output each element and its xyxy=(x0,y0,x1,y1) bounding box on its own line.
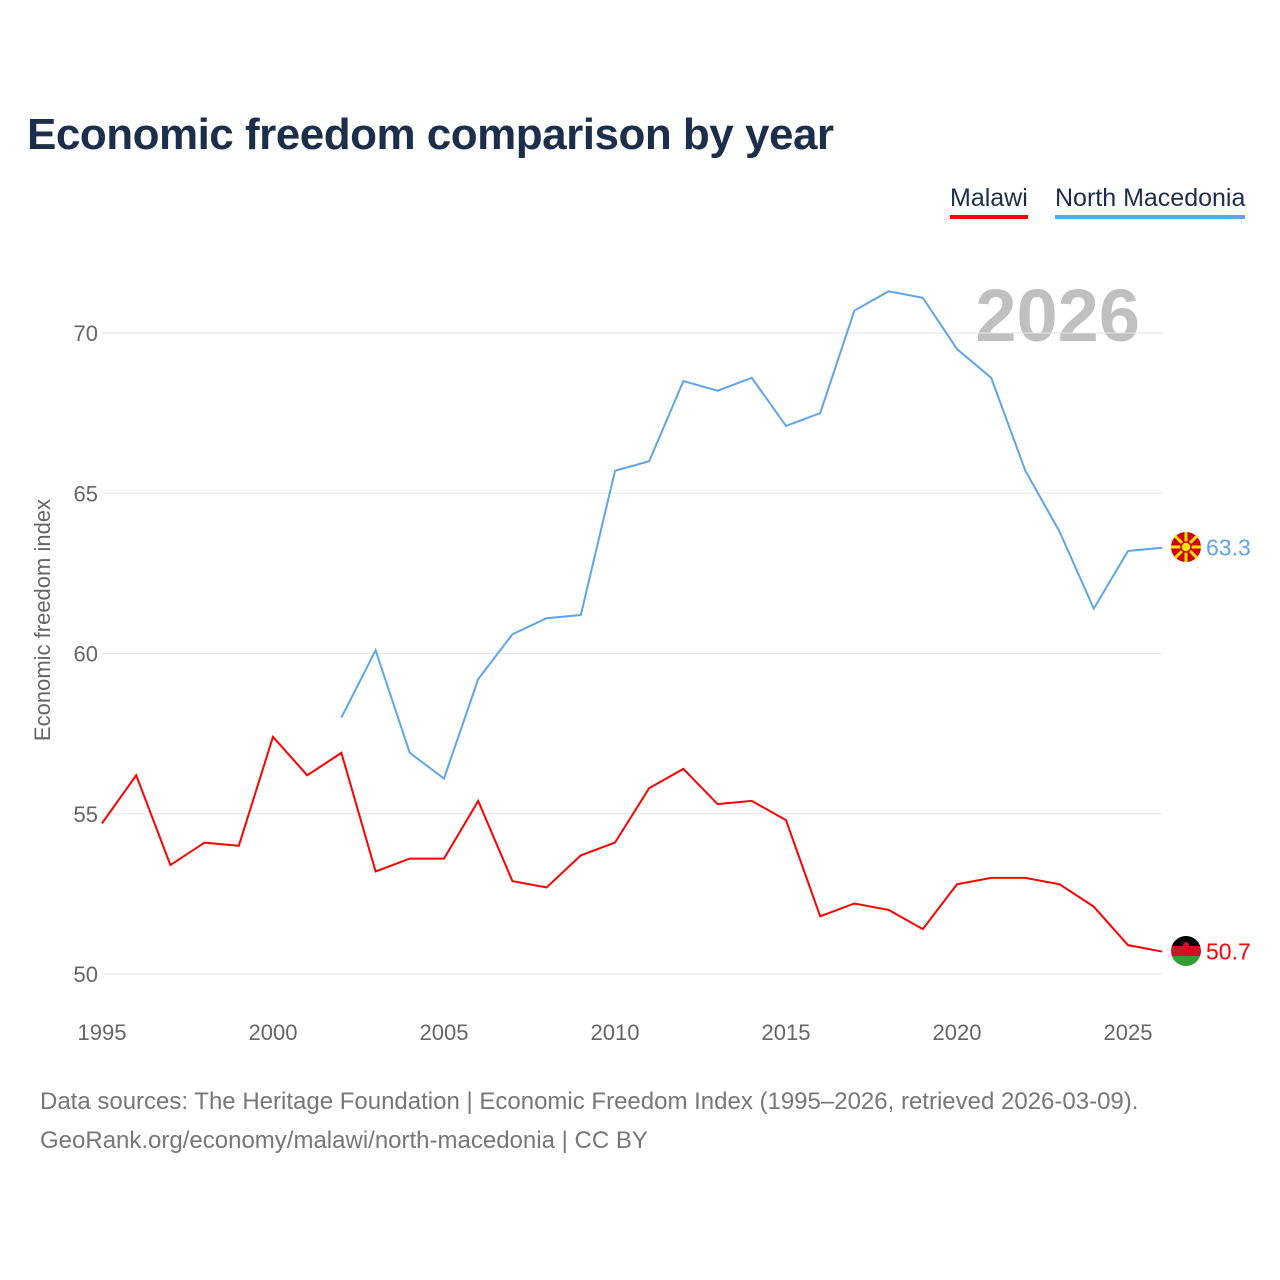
data-point xyxy=(1159,949,1165,955)
x-tick-label: 2005 xyxy=(420,1020,469,1045)
data-point xyxy=(407,750,413,756)
data-point xyxy=(612,840,618,846)
data-point xyxy=(851,900,857,906)
data-point xyxy=(167,862,173,868)
data-point xyxy=(1159,545,1165,551)
data-point xyxy=(338,715,344,721)
x-tick-label: 2000 xyxy=(249,1020,298,1045)
data-point xyxy=(1125,942,1131,948)
data-point xyxy=(1057,881,1063,887)
data-point xyxy=(544,615,550,621)
data-point xyxy=(920,926,926,932)
data-point xyxy=(270,734,276,740)
data-point xyxy=(1057,529,1063,535)
data-point xyxy=(578,852,584,858)
data-point xyxy=(1091,904,1097,910)
data-point xyxy=(544,884,550,890)
data-point xyxy=(817,913,823,919)
y-tick-label: 55 xyxy=(74,802,98,827)
x-tick-label: 2015 xyxy=(762,1020,811,1045)
data-point xyxy=(1022,875,1028,881)
data-point xyxy=(1125,548,1131,554)
data-point xyxy=(578,612,584,618)
data-point xyxy=(99,820,105,826)
data-point xyxy=(886,288,892,294)
data-point xyxy=(988,375,994,381)
end-value-label: 63.3 xyxy=(1206,535,1251,561)
data-point xyxy=(612,468,618,474)
data-point xyxy=(475,676,481,682)
series-line-malawi xyxy=(101,734,1163,953)
data-point xyxy=(920,295,926,301)
data-point xyxy=(886,907,892,913)
data-point xyxy=(988,875,994,881)
data-point xyxy=(236,843,242,849)
x-tick-label: 2025 xyxy=(1104,1020,1153,1045)
source-text: Data sources: The Heritage Foundation | … xyxy=(40,1088,1139,1115)
data-point xyxy=(407,856,413,862)
data-point xyxy=(954,346,960,352)
data-point xyxy=(373,647,379,653)
data-point xyxy=(817,410,823,416)
data-point xyxy=(338,750,344,756)
data-point xyxy=(509,878,515,884)
data-point xyxy=(441,775,447,781)
y-tick-label: 70 xyxy=(74,321,98,346)
y-tick-label: 60 xyxy=(74,642,98,667)
data-point xyxy=(851,308,857,314)
data-point xyxy=(1091,606,1097,612)
data-point xyxy=(646,458,652,464)
data-point xyxy=(749,375,755,381)
data-point xyxy=(715,801,721,807)
x-tick-label: 2010 xyxy=(591,1020,640,1045)
chart-title: Economic freedom comparison by year xyxy=(27,110,834,159)
data-point xyxy=(304,772,310,778)
data-point xyxy=(680,766,686,772)
data-point xyxy=(680,378,686,384)
data-point xyxy=(373,868,379,874)
series-line-north-macedonia xyxy=(340,290,1163,781)
legend-north-macedonia[interactable]: North Macedonia xyxy=(1055,184,1246,219)
data-point xyxy=(1022,468,1028,474)
data-point xyxy=(133,772,139,778)
data-point xyxy=(202,840,208,846)
x-tick-label: 1995 xyxy=(78,1020,127,1045)
y-tick-label: 65 xyxy=(74,481,98,506)
end-value-label: 50.7 xyxy=(1206,939,1251,965)
data-point xyxy=(783,423,789,429)
legend-malawi[interactable]: Malawi xyxy=(950,184,1028,219)
data-point xyxy=(646,785,652,791)
data-point xyxy=(475,798,481,804)
data-point xyxy=(749,798,755,804)
data-point xyxy=(715,388,721,394)
y-axis-label: Economic freedom index xyxy=(30,499,55,741)
year-watermark: 2026 xyxy=(975,274,1140,357)
north-macedonia-flag-icon xyxy=(1171,532,1201,562)
y-tick-label: 50 xyxy=(74,962,98,987)
source-link[interactable]: GeoRank.org/economy/malawi/north-macedon… xyxy=(40,1127,648,1154)
data-point xyxy=(783,817,789,823)
data-point xyxy=(509,631,515,637)
malawi-flag-icon xyxy=(1171,936,1201,966)
data-point xyxy=(441,856,447,862)
data-point xyxy=(954,881,960,887)
x-tick-label: 2020 xyxy=(933,1020,982,1045)
